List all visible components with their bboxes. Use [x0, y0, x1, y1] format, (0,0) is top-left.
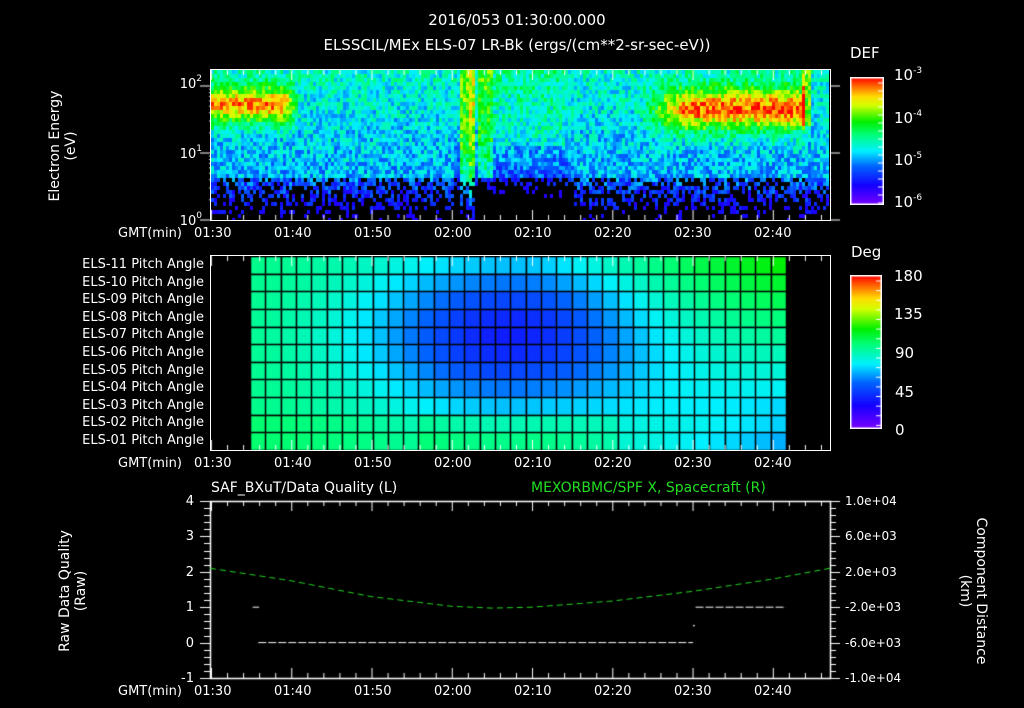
- pitch-time-axis: GMT(min) 01:30 01:40 01:50 02:00 02:10 0…: [118, 456, 792, 471]
- time-axis-label: GMT(min): [118, 226, 182, 241]
- def-colorbar: [850, 77, 884, 205]
- plot-instrument-title: ELSSCIL/MEx ELS-07 LR-Bk (ergs/(cm**2-sr…: [323, 36, 711, 54]
- quality-ytick-3: 3: [185, 529, 194, 544]
- deg-label-135: 135: [894, 305, 923, 323]
- quality-ytick-0: 0: [185, 636, 194, 651]
- def-colorbar-label-1e-4: 10-4: [894, 109, 923, 127]
- quality-ytick-1: 1: [185, 600, 194, 615]
- pitch-row-label: ELS-05 Pitch Angle: [82, 362, 204, 378]
- def-colorbar-label-1e-5: 10-5: [894, 151, 923, 169]
- quality-time-axis: GMT(min) 01:30 01:40 01:50 02:00 02:10 0…: [118, 684, 792, 699]
- spectrogram-time-axis: GMT(min) 01:30 01:40 01:50 02:00 02:10 0…: [118, 226, 792, 241]
- plot-date-title: 2016/053 01:30:00.000: [428, 11, 606, 29]
- pitch-row-label: ELS-10 Pitch Angle: [82, 274, 204, 290]
- pitch-row-label: ELS-07 Pitch Angle: [82, 327, 204, 343]
- deg-label-0: 0: [895, 421, 905, 439]
- quality-ytick-2: 2: [185, 565, 194, 580]
- spacecraft-ytick-1e4: 1.0e+04: [845, 494, 897, 508]
- spacecraft-ytick-6e3: 6.0e+03: [845, 529, 897, 543]
- pitch-row-label: ELS-03 Pitch Angle: [82, 397, 204, 413]
- spacecraft-ytick-2e3: 2.0e+03: [845, 565, 897, 579]
- spectrogram-ytick-10: 101: [179, 144, 202, 162]
- pitch-row-label: ELS-02 Pitch Angle: [82, 415, 204, 431]
- deg-label-45: 45: [895, 383, 915, 401]
- quality-line-plot: [180, 490, 880, 690]
- spectrogram-ticks: [180, 60, 880, 230]
- pitch-row-label: ELS-09 Pitch Angle: [82, 292, 204, 308]
- def-colorbar-label-1e-6: 10-6: [894, 193, 923, 211]
- def-colorbar-label-1e-3: 10-3: [894, 66, 923, 84]
- quality-ytick-4: 4: [185, 494, 194, 509]
- quality-right-y-label: Component Distance (km): [957, 517, 989, 665]
- quality-left-y-label: Raw Data Quality (Raw): [57, 530, 89, 652]
- spacecraft-ytick-neg6e3: -6.0e+03: [845, 636, 902, 650]
- deg-label-180: 180: [894, 267, 923, 285]
- deg-colorbar: [850, 275, 882, 429]
- deg-colorbar-title: Deg: [851, 243, 882, 261]
- pitch-row-label: ELS-04 Pitch Angle: [82, 380, 204, 396]
- spectrogram-y-label: Electron Energy (eV): [47, 90, 79, 202]
- spectrogram-ytick-100: 102: [179, 74, 202, 92]
- deg-label-90: 90: [895, 344, 915, 362]
- pitch-ticks: [180, 248, 880, 458]
- pitch-row-label: ELS-11 Pitch Angle: [82, 257, 204, 272]
- quality-ytick-neg1: -1: [181, 671, 194, 686]
- pitch-row-label: ELS-01 Pitch Angle: [82, 433, 204, 448]
- spectrogram-ytick-1: 100: [179, 211, 202, 229]
- spacecraft-ytick-neg1e4: -1.0e+04: [845, 671, 902, 685]
- pitch-row-label: ELS-06 Pitch Angle: [82, 345, 204, 360]
- def-colorbar-title: DEF: [850, 44, 880, 62]
- pitch-row-label: ELS-08 Pitch Angle: [82, 309, 204, 325]
- spacecraft-ytick-neg2e3: -2.0e+03: [845, 600, 902, 614]
